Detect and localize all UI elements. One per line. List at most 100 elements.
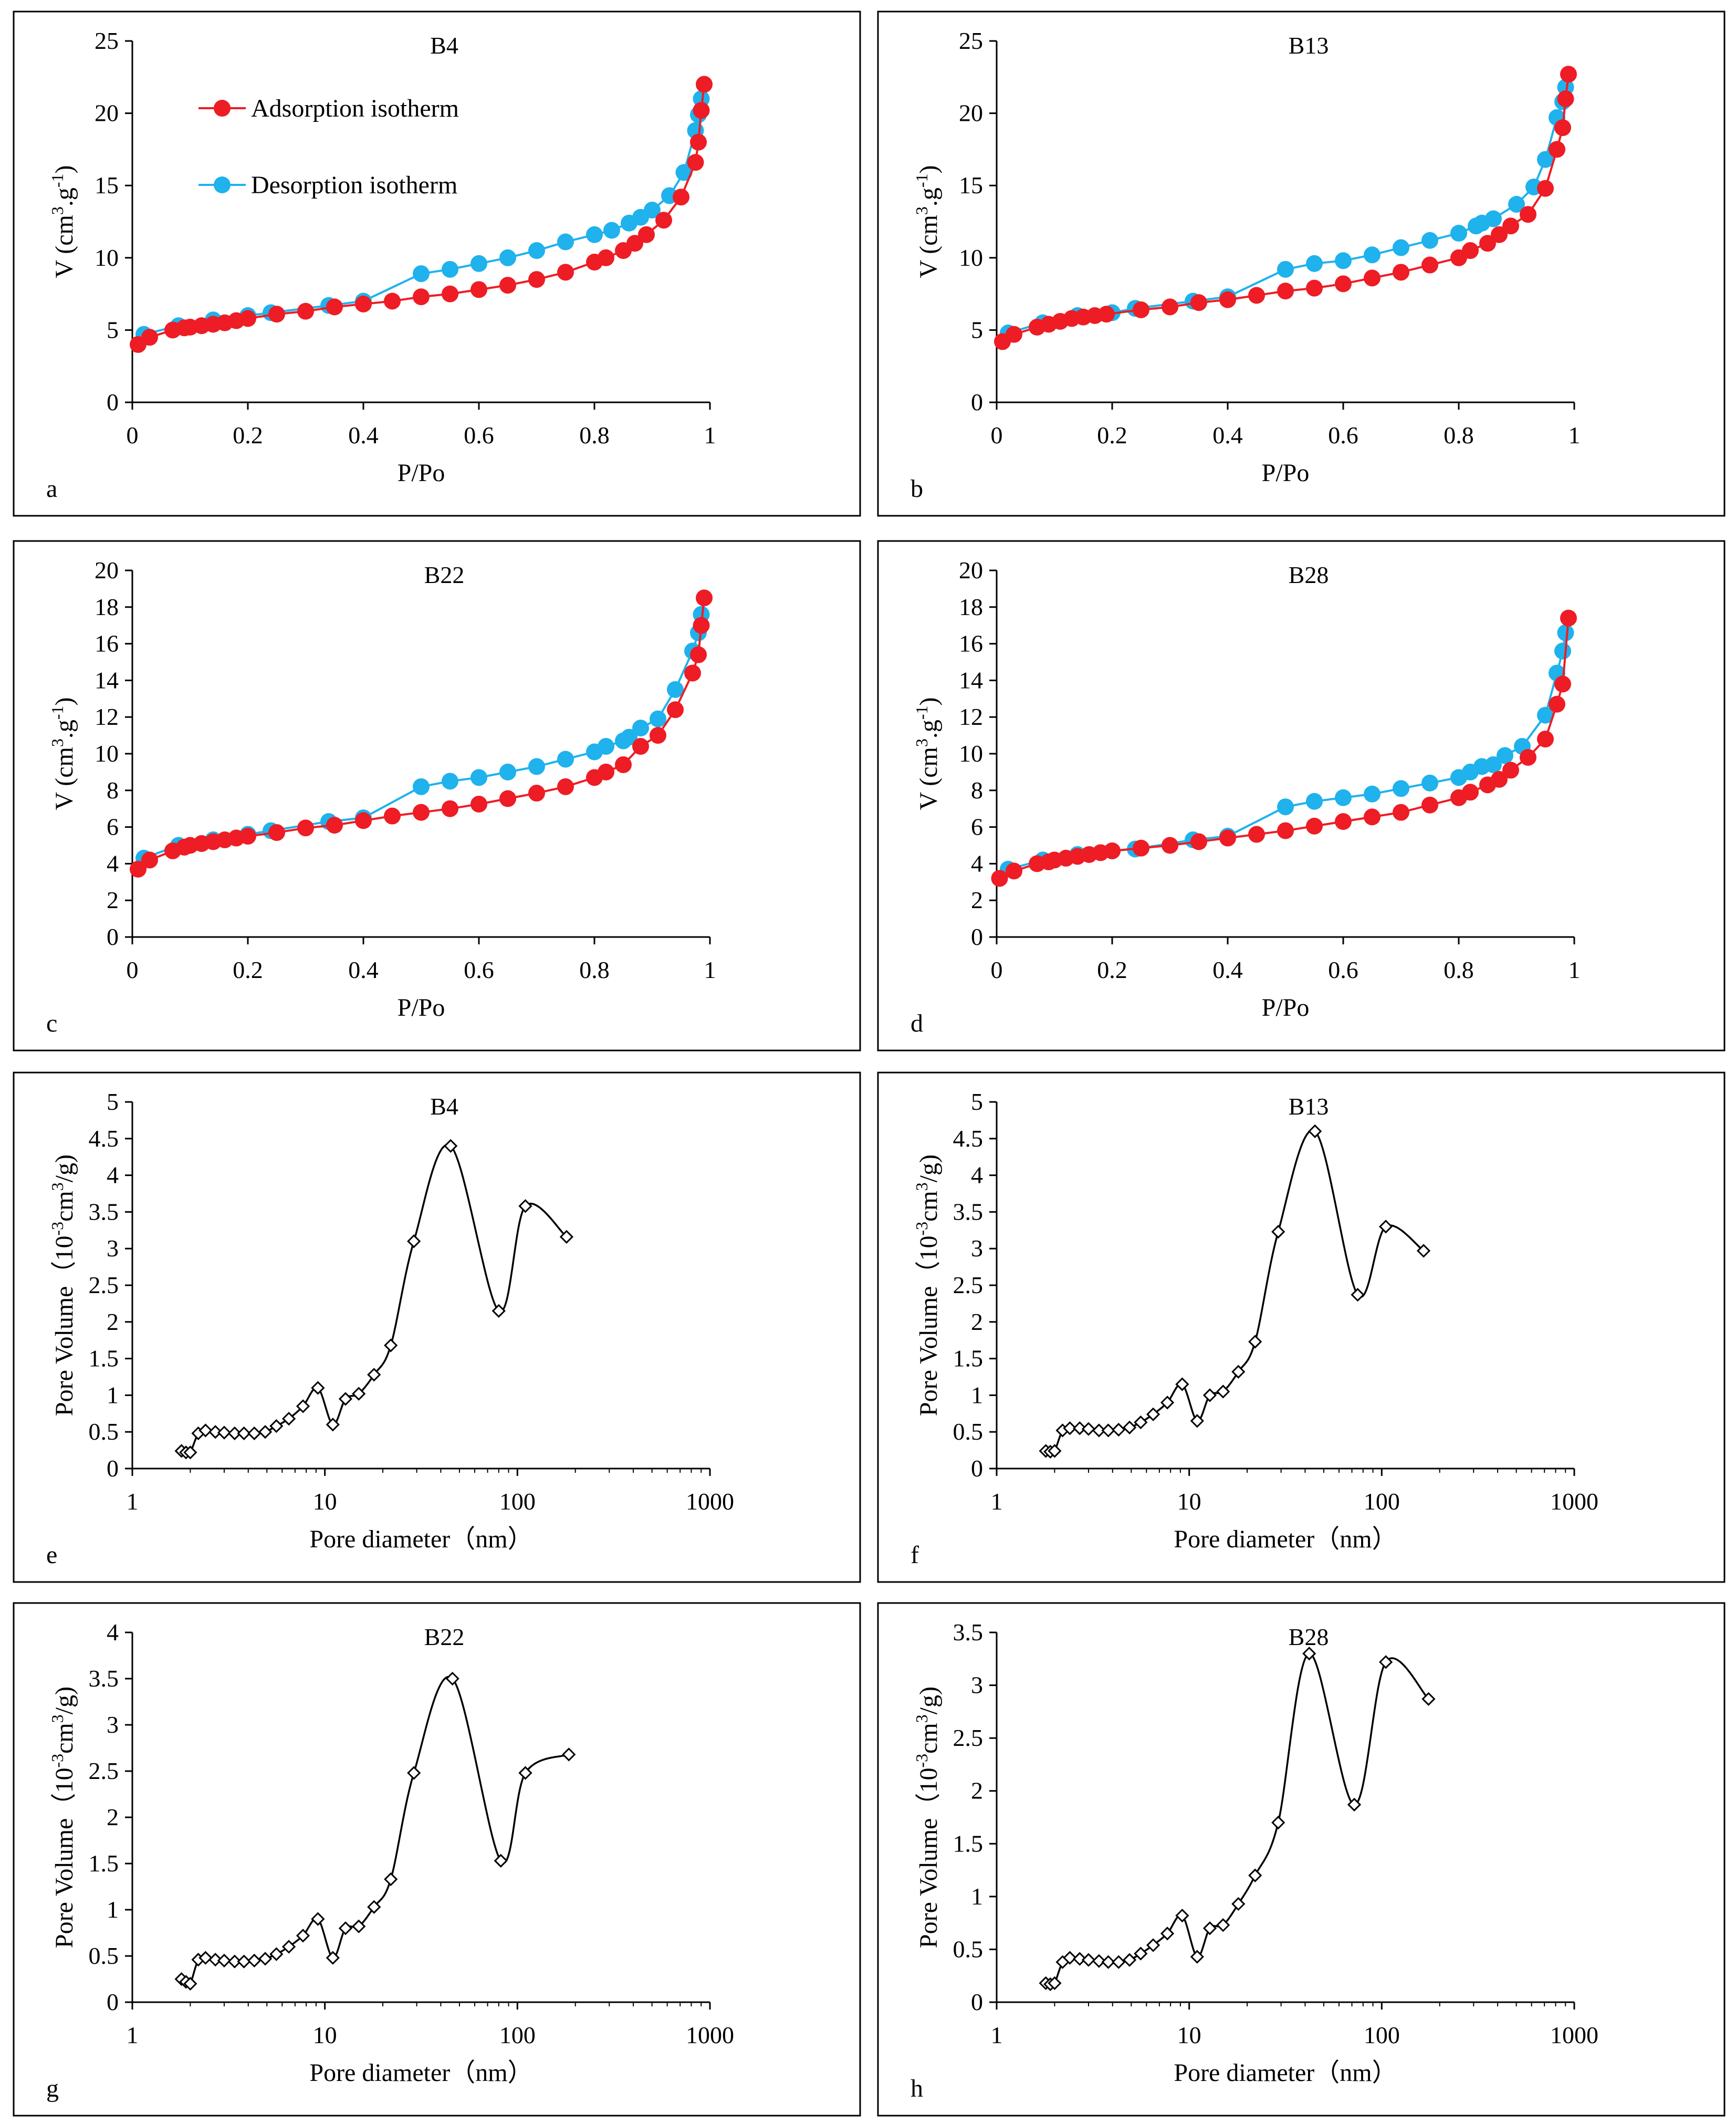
- pore-volume-point: [258, 1952, 273, 1966]
- desorption-point: [1485, 756, 1502, 773]
- pore-volume-point: [494, 1854, 508, 1868]
- pore-volume-point: [227, 1954, 242, 1969]
- desorption-point: [644, 201, 661, 218]
- adsorption-point: [667, 701, 684, 719]
- desorption-point: [586, 226, 603, 243]
- desorption-point: [650, 710, 666, 727]
- x-tick-label: 0.2: [1097, 422, 1127, 449]
- pore-volume-point: [1112, 1422, 1126, 1437]
- pore-volume-point: [1101, 1955, 1115, 1969]
- adsorption-point: [470, 281, 487, 298]
- y-tick-label: 2: [107, 1804, 119, 1830]
- adsorption-point: [326, 298, 343, 316]
- pore-volume-point: [444, 1139, 458, 1153]
- legend-adsorption-label: Adsorption isotherm: [251, 95, 459, 122]
- y-tick-label: 1.5: [953, 1345, 984, 1372]
- y-axis-label-superscript: 3: [912, 1714, 931, 1723]
- adsorption-point: [499, 790, 516, 807]
- adsorption-point: [1248, 826, 1265, 843]
- desorption-point: [528, 242, 545, 259]
- adsorption-point: [1277, 283, 1294, 300]
- adsorption-point: [1537, 731, 1554, 748]
- pore-volume-point: [559, 1230, 574, 1244]
- adsorption-point: [1462, 784, 1479, 801]
- adsorption-point: [1491, 226, 1508, 243]
- y-tick-label: 20: [95, 100, 119, 127]
- pore-volume-point: [1073, 1421, 1087, 1435]
- adsorption-point: [141, 851, 158, 869]
- adsorption-point: [1393, 264, 1409, 281]
- pore-volume-point: [1101, 1423, 1115, 1438]
- x-tick-label: 1: [704, 956, 716, 983]
- y-tick-label: 3: [971, 1235, 983, 1262]
- adsorption-point: [442, 285, 458, 303]
- pore-volume-point: [269, 1419, 284, 1433]
- x-tick-label: 0.8: [579, 422, 610, 449]
- y-axis-label-superscript: -1: [48, 173, 67, 188]
- y-tick-label: 0: [107, 1455, 119, 1482]
- y-tick-label: 12: [959, 703, 983, 730]
- desorption-point: [1554, 642, 1571, 660]
- chart-title: B4: [430, 32, 458, 59]
- y-axis-label-part: /g): [915, 1687, 943, 1714]
- panel-label: c: [46, 1010, 57, 1037]
- adsorption-point: [1306, 817, 1323, 835]
- y-axis-label-superscript: -1: [912, 173, 931, 188]
- panel-label: b: [911, 475, 923, 503]
- pore-volume-point: [1146, 1938, 1160, 1952]
- y-tick-label: 18: [95, 594, 119, 620]
- adsorption-point: [632, 738, 649, 755]
- pore-volume-point: [247, 1953, 262, 1968]
- adsorption-point: [141, 329, 158, 346]
- y-tick-label: 0: [107, 1989, 119, 2015]
- y-tick-label: 5: [107, 1088, 119, 1115]
- y-tick-label: 4.5: [953, 1125, 984, 1152]
- adsorption-point: [355, 295, 372, 313]
- y-tick-label: 1.5: [89, 1850, 119, 1877]
- y-tick-label: 25: [95, 27, 119, 54]
- adsorption-point: [598, 763, 614, 780]
- y-axis-label-part: V (cm: [50, 747, 78, 810]
- y-axis-label-part: .g: [50, 188, 78, 206]
- x-tick-label: 0: [127, 422, 139, 449]
- x-tick-label: 0.4: [1212, 422, 1243, 449]
- desorption-point: [1537, 151, 1554, 168]
- chart-panel-b: 0 5 10 15 20 25 0 0.2 0.4 0.6 0.8 1 B13 P/Po V (cm3.g-…: [877, 11, 1725, 517]
- y-axis-label: V (cm3.g-1): [912, 697, 943, 810]
- adsorption-point: [1364, 808, 1381, 826]
- adsorption-point: [696, 76, 713, 93]
- legend-desorption-marker: [214, 176, 231, 193]
- desorption-point: [442, 261, 458, 278]
- desorption-point: [528, 758, 545, 775]
- x-tick-label: 0.8: [1444, 422, 1474, 449]
- pore-volume-point: [1231, 1897, 1246, 1911]
- y-tick-label: 0.5: [953, 1935, 984, 1962]
- chart-panel-c: 0 2 4 6 8 10 12 14 16 18 20 0 0.2 0.4 0.6 0.8 1 B22 P/Po V …: [13, 540, 861, 1052]
- pore-volume-point: [1081, 1422, 1096, 1436]
- chart-title: B28: [1289, 1624, 1329, 1650]
- adsorption-point: [1133, 839, 1149, 857]
- x-tick-label: 0.4: [348, 422, 379, 449]
- desorption-point: [470, 769, 487, 786]
- pore-volume-point: [352, 1387, 366, 1401]
- desorption-point: [621, 729, 637, 746]
- y-axis-label: V (cm3.g-1): [912, 165, 943, 278]
- pore-volume-point: [1160, 1927, 1175, 1941]
- desorption-point: [1421, 232, 1438, 249]
- pore-volume-point: [1248, 1335, 1262, 1349]
- x-tick-label: 0: [127, 956, 139, 983]
- pore-volume-point: [367, 1900, 381, 1914]
- chart-panel-g: 0 0.5 1 1.5 2 2.5 3 3.5 4 1 10 100 1000 B22 Pore diame…: [13, 1602, 861, 2117]
- y-tick-label: 2: [107, 1308, 119, 1335]
- adsorption-point: [1133, 301, 1149, 318]
- y-tick-label: 4: [107, 1619, 119, 1646]
- y-axis-label-part: .g: [915, 188, 943, 206]
- y-tick-label: 4: [107, 850, 119, 877]
- adsorption-point: [690, 646, 707, 663]
- x-tick-label: 0.6: [464, 956, 494, 983]
- y-tick-label: 15: [95, 172, 119, 199]
- pore-volume-point: [1378, 1655, 1393, 1669]
- desorption-point: [1335, 252, 1352, 269]
- pore-volume-point: [407, 1234, 421, 1248]
- y-tick-label: 3.5: [953, 1198, 984, 1225]
